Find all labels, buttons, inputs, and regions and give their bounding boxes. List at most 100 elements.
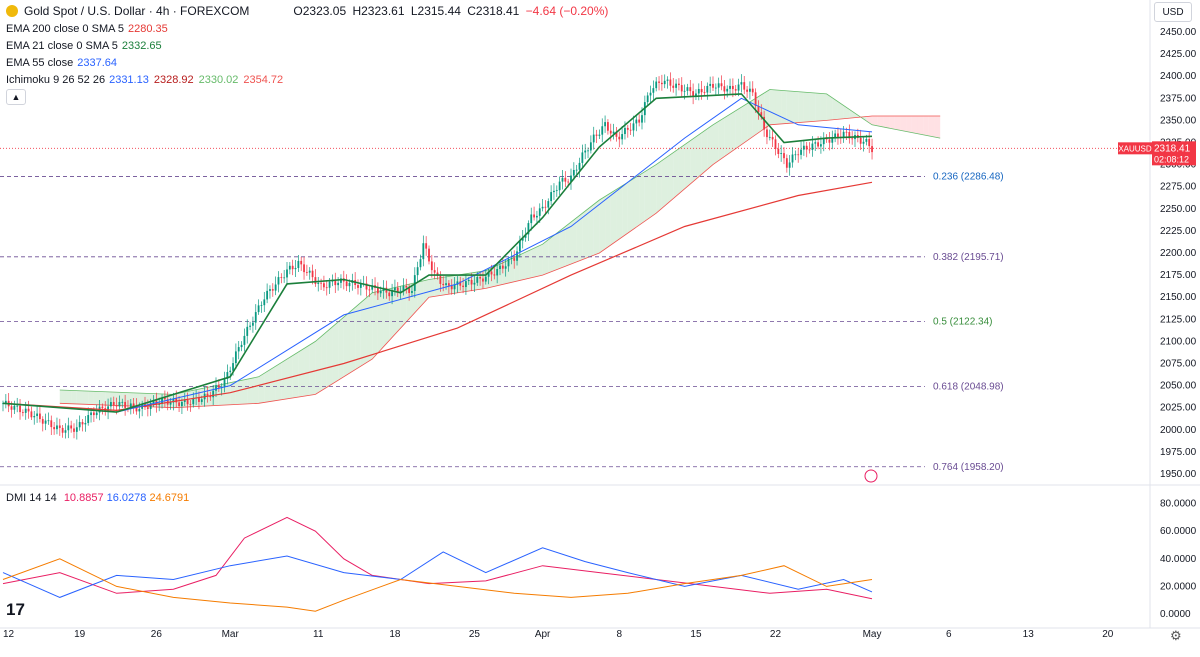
price-tick-label: 2200.00	[1160, 248, 1197, 259]
candle-body	[328, 281, 331, 288]
currency-button[interactable]: USD	[1154, 2, 1192, 22]
kumo-segment	[616, 185, 623, 242]
kumo-segment	[769, 89, 776, 125]
candle-body	[615, 131, 618, 137]
indicator-row[interactable]: EMA 200 close 0 SMA 5 2280.35	[6, 22, 173, 36]
candle-body	[56, 425, 58, 430]
indicator-row[interactable]: EMA 55 close 2337.64	[6, 56, 122, 70]
kumo-segment	[639, 171, 645, 226]
candle-body	[75, 427, 78, 432]
candle-body	[200, 399, 203, 402]
candle-body	[357, 285, 359, 288]
kumo-segment	[701, 128, 708, 175]
dmi-series-line	[2, 516, 873, 600]
kumo-segment	[644, 168, 651, 222]
kumo-segment	[321, 331, 327, 391]
candle-body	[78, 422, 81, 428]
candle-body	[612, 131, 615, 134]
gear-icon[interactable]: ⚙	[1170, 628, 1182, 643]
close-value: C2318.41	[467, 4, 520, 18]
indicator-row[interactable]: Ichimoku 9 26 52 26 2331.13 2328.92 2330.02…	[6, 73, 288, 87]
candle-body	[553, 190, 555, 193]
candle-body	[530, 214, 533, 224]
ema200-line	[2, 181, 873, 412]
time-tick-label: 25	[469, 629, 481, 640]
candle-body	[763, 116, 766, 130]
price-tick-label: 2000.00	[1160, 425, 1197, 436]
price-tick-label: 1950.00	[1160, 469, 1197, 480]
candle-body	[359, 283, 362, 288]
candle-body	[416, 267, 419, 276]
candle-body	[624, 127, 626, 135]
price-tick-label: 2350.00	[1160, 115, 1197, 126]
candle-body	[379, 290, 382, 294]
candle-body	[58, 425, 61, 428]
dmi-tick-label: 40.0000	[1160, 554, 1197, 565]
candle-body	[92, 412, 95, 416]
kumo-segment	[525, 249, 532, 280]
indicator-label: EMA 200 close 0 SMA 5	[6, 23, 125, 35]
kumo-segment	[809, 92, 816, 122]
indicator-value: 2337.64	[77, 57, 118, 69]
time-tick-label: 18	[389, 629, 401, 640]
kumo-segment	[792, 91, 799, 124]
indicator-value: 2328.92	[153, 74, 194, 86]
tradingview-logo-icon[interactable]: 17	[6, 600, 25, 619]
collapse-legend-button[interactable]: ▲	[6, 89, 26, 105]
candle-body	[178, 402, 180, 407]
candle-body	[158, 404, 161, 405]
candle-body	[871, 146, 873, 153]
candle-body	[286, 269, 288, 278]
candle-body	[254, 312, 257, 323]
candle-body	[450, 285, 453, 290]
price-tag-bg	[1152, 141, 1196, 166]
candle-body	[700, 88, 703, 93]
kumo-segment	[934, 115, 941, 139]
candle-body	[470, 279, 473, 285]
indicator-value: 2331.13	[109, 74, 149, 86]
kumo-segment	[695, 132, 702, 180]
price-tick-label: 2250.00	[1160, 204, 1197, 215]
candle-body	[288, 265, 291, 270]
candle-body	[294, 267, 297, 270]
fib-label: 0.764 (1958.20)	[933, 462, 1004, 473]
kumo-segment	[372, 291, 378, 360]
candle-body	[163, 397, 166, 400]
candle-body	[794, 154, 797, 156]
kumo-segment	[877, 115, 884, 128]
kumo-segment	[923, 115, 929, 136]
symbol-header[interactable]: Gold Spot / U.S. Dollar · 4h · FOREXCOM …	[6, 4, 611, 18]
kumo-segment	[724, 114, 731, 157]
dmi-tick-label: 80.0000	[1160, 499, 1197, 510]
candle-body	[439, 275, 442, 284]
candle-body	[731, 85, 734, 90]
kumo-segment	[315, 336, 322, 395]
candle-body	[209, 395, 212, 398]
kumo-segment	[326, 326, 333, 388]
candle-body	[240, 344, 243, 348]
candle-body	[297, 260, 300, 268]
candle-body	[53, 427, 56, 430]
candle-body	[513, 258, 516, 261]
time-tick-label: 11	[313, 629, 324, 640]
candle-body	[41, 419, 44, 424]
candle-body	[504, 266, 507, 269]
candle-body	[493, 274, 496, 276]
price-tick-label: 2375.00	[1160, 93, 1197, 104]
fib-label: 0.618 (2048.98)	[933, 382, 1004, 393]
candle-body	[686, 87, 689, 91]
candle-body	[797, 154, 800, 156]
indicator-row[interactable]: EMA 21 close 0 SMA 5 2332.65	[6, 39, 167, 53]
candle-body	[802, 145, 805, 150]
candle-body	[660, 82, 663, 85]
candle-body	[337, 282, 340, 286]
candle-body	[814, 142, 817, 144]
kumo-segment	[389, 287, 395, 341]
kumo-segment	[571, 217, 577, 265]
candle-body	[334, 280, 337, 286]
candle-body	[280, 277, 283, 278]
candle-body	[746, 89, 748, 92]
kumo-segment	[93, 391, 100, 405]
kumo-segment	[832, 97, 838, 120]
